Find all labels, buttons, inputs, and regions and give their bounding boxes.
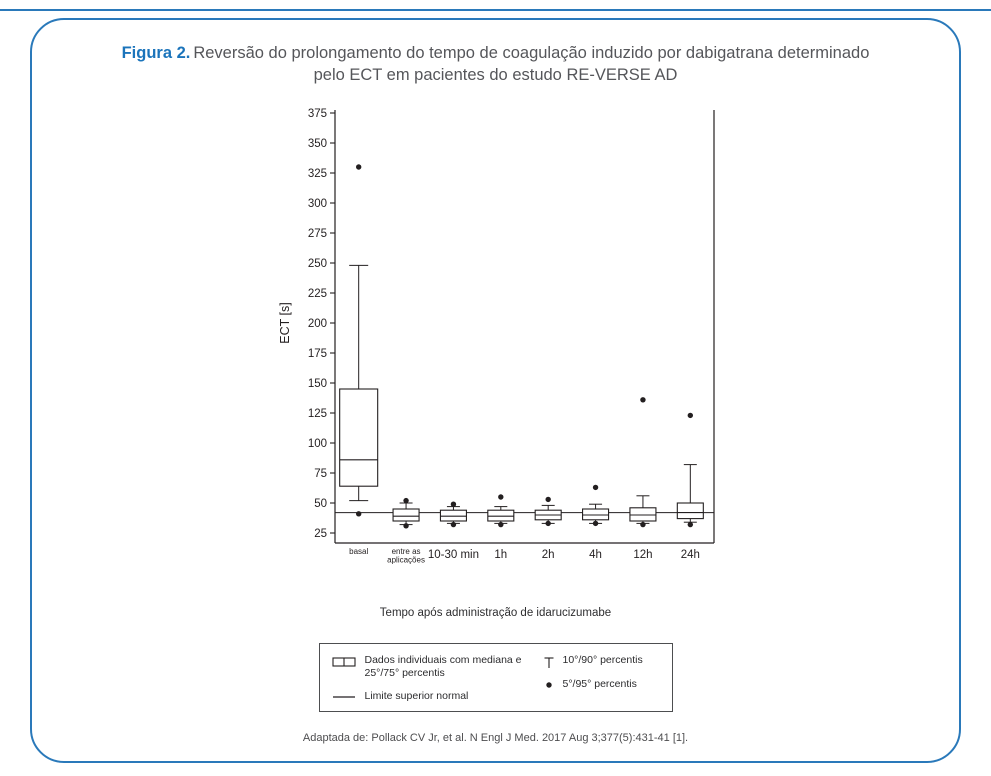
figure-number: Figura 2.	[121, 44, 191, 62]
svg-text:175: 175	[308, 348, 327, 360]
p95-dot-10-30min	[450, 501, 457, 507]
svg-text:200: 200	[308, 318, 327, 330]
dot-symbol-icon	[545, 681, 552, 688]
p95-dot-basal	[355, 163, 362, 170]
svg-text:1h: 1h	[494, 549, 507, 561]
legend-item-line: Limite superior normal	[332, 690, 528, 704]
top-divider	[0, 9, 991, 11]
p95-dot-entre-as-aplicacoes	[403, 497, 409, 503]
y-axis-title: ECT [s]	[278, 302, 292, 343]
legend-item-box: Dados individuais com mediana e 25°/75° …	[331, 653, 528, 681]
svg-text:4h: 4h	[589, 549, 602, 561]
x-axis-title: Tempo após administração de idarucizumab…	[379, 606, 612, 619]
p5-dot-4h	[592, 520, 599, 526]
box-1h	[487, 509, 515, 522]
box-entre-as-aplicacoes	[392, 507, 420, 522]
legend-dot-label: 5°/95° percentis	[562, 677, 637, 690]
line-symbol-icon	[332, 696, 355, 698]
figure-title: Figura 2. Reversão do prolongamento do te…	[116, 42, 876, 87]
svg-text:50: 50	[314, 498, 327, 510]
svg-text:24h: 24h	[681, 549, 700, 561]
p5-dot-2h	[545, 520, 551, 526]
svg-text:150: 150	[308, 378, 327, 390]
legend-whisker-label: 10°/90° percentis	[562, 653, 643, 666]
p5-dot-entre-as-aplicacoes	[403, 522, 409, 529]
p95-dot-12h	[640, 396, 646, 403]
svg-text:aplicações: aplicações	[387, 555, 425, 564]
whisker-symbol-icon	[544, 656, 553, 668]
legend-item-dot: 5°/95° percentis	[542, 678, 660, 692]
svg-text:350: 350	[308, 138, 327, 150]
p95-dot-24h	[687, 412, 694, 418]
p95-dot-4h	[592, 484, 599, 490]
svg-text:250: 250	[308, 258, 327, 270]
svg-text:2h: 2h	[542, 549, 555, 561]
p5-dot-24h	[687, 521, 694, 527]
chart-area: 25 50 75 100 125 150 175 200 225 250 275 300 325 350 3…	[32, 101, 959, 583]
svg-text:75: 75	[314, 468, 327, 480]
svg-text:325: 325	[308, 168, 327, 180]
legend-item-whisker: 10°/90° percentis	[542, 654, 660, 669]
svg-text:entre as: entre as	[392, 547, 421, 556]
svg-text:10-30 min: 10-30 min	[428, 549, 479, 561]
boxplot-symbol-icon	[331, 656, 356, 667]
p5-dot-1h	[498, 521, 504, 527]
svg-text:225: 225	[308, 288, 327, 300]
p5-dot-10-30min	[450, 521, 457, 527]
svg-text:275: 275	[308, 228, 327, 240]
box-basal	[339, 387, 379, 487]
svg-text:basal: basal	[349, 547, 368, 556]
p95-dot-2h	[545, 496, 551, 502]
svg-text:300: 300	[308, 198, 327, 210]
box-24h	[676, 501, 704, 519]
svg-text:12h: 12h	[633, 549, 652, 561]
p5-dot-basal	[355, 510, 362, 517]
p95-dot-1h	[498, 493, 504, 500]
legend-box-label: Dados individuais com mediana e 25°/75° …	[364, 653, 522, 680]
legend-box: Dados individuais com mediana e 25°/75° …	[318, 642, 673, 713]
legend-right-column: 10°/90° percentis 5°/95° percentis	[542, 654, 660, 704]
figure-card: Figura 2. Reversão do prolongamento do te…	[30, 18, 961, 763]
boxplot-chart: 25 50 75 100 125 150 175 200 225 250 275 300 325 350 3…	[278, 108, 715, 564]
box-12h	[629, 506, 657, 522]
svg-text:375: 375	[308, 108, 327, 120]
source-citation: Adaptada de: Pollack CV Jr, et al. N Eng…	[302, 732, 689, 745]
p5-dot-12h	[640, 521, 646, 527]
figure-title-text: Reversão do prolongamento do tempo de co…	[193, 44, 870, 85]
box-4h	[582, 507, 610, 520]
svg-text:25: 25	[314, 528, 327, 540]
legend-line-label: Limite superior normal	[364, 689, 469, 702]
box-10-30min	[439, 509, 467, 522]
svg-text:125: 125	[308, 408, 327, 420]
svg-text:100: 100	[308, 438, 327, 450]
legend-left-column: Dados individuais com mediana e 25°/75° …	[331, 653, 528, 704]
